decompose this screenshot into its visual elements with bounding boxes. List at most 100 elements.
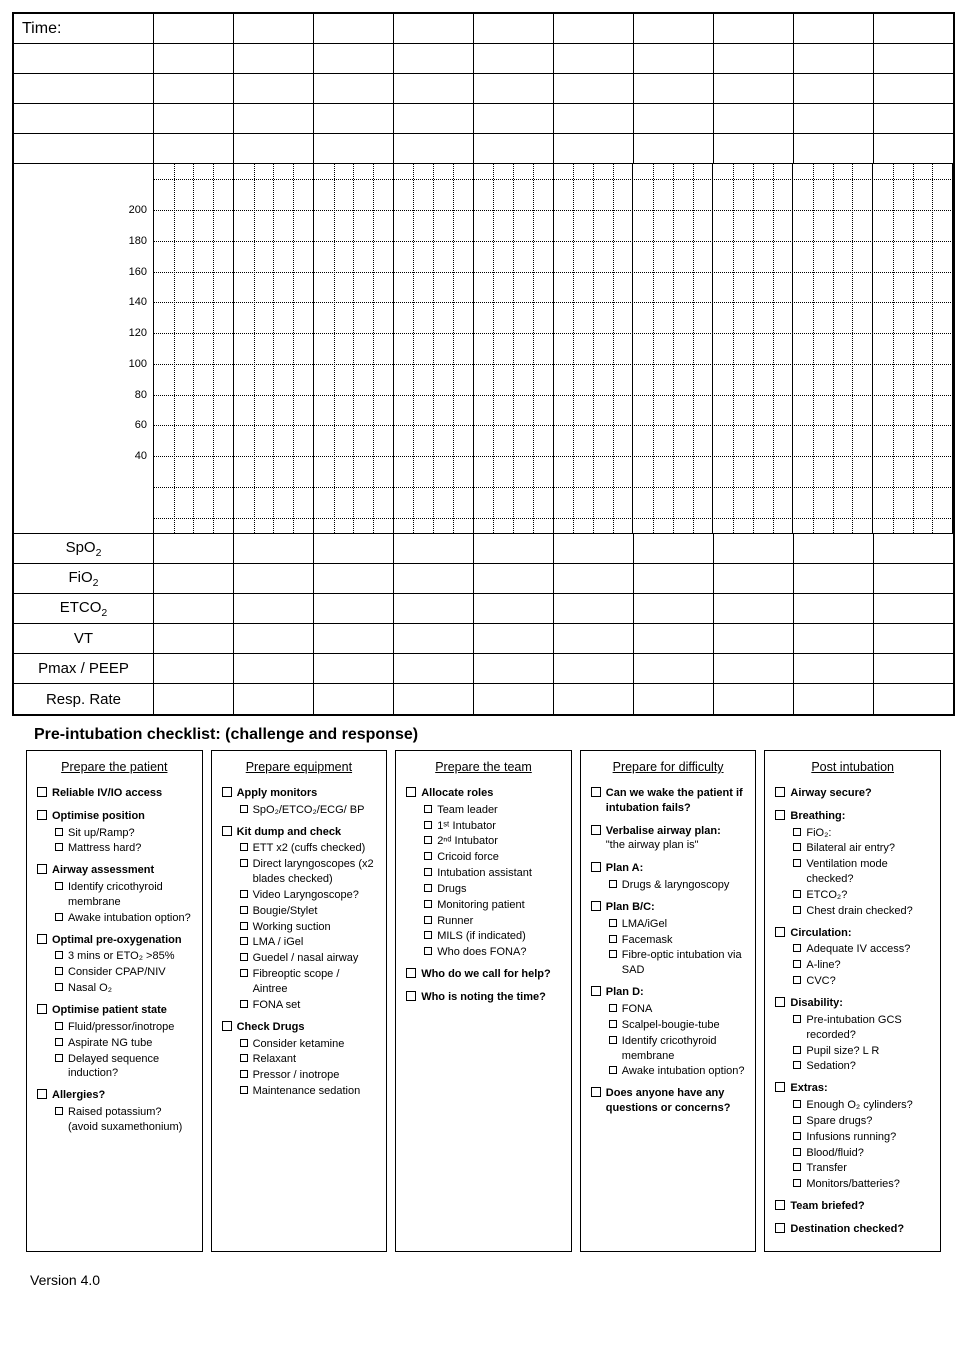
data-cell[interactable]: [154, 74, 234, 103]
checkbox-item[interactable]: Intubation assistant: [424, 866, 561, 881]
checkbox-item[interactable]: Drugs & laryngoscopy: [609, 878, 746, 893]
data-cell[interactable]: [714, 534, 794, 563]
checkbox-item[interactable]: Consider ketamine: [240, 1037, 377, 1052]
checkbox-item[interactable]: Apply monitors: [222, 786, 377, 801]
checkbox-item[interactable]: Circulation:: [775, 926, 930, 941]
data-cell[interactable]: [474, 624, 554, 653]
data-cell[interactable]: [474, 134, 554, 163]
data-cell[interactable]: [714, 684, 794, 714]
data-cell[interactable]: [714, 74, 794, 103]
checkbox-item[interactable]: Bougie/Stylet: [240, 904, 377, 919]
data-cell[interactable]: [874, 14, 953, 43]
data-cell[interactable]: [234, 534, 314, 563]
data-cell[interactable]: [634, 684, 714, 714]
data-cell[interactable]: [874, 44, 953, 73]
data-cell[interactable]: [874, 594, 953, 623]
checkbox-item[interactable]: ETT x2 (cuffs checked): [240, 841, 377, 856]
data-cell[interactable]: [794, 134, 874, 163]
data-cell[interactable]: [394, 534, 474, 563]
checkbox-item[interactable]: Pre-intubation GCS recorded?: [793, 1013, 930, 1043]
checkbox-item[interactable]: 1ˢᵗ Intubator: [424, 819, 561, 834]
data-cell[interactable]: [474, 14, 554, 43]
data-cell[interactable]: [634, 134, 714, 163]
data-cell[interactable]: [634, 564, 714, 593]
data-cell[interactable]: [874, 624, 953, 653]
checkbox-item[interactable]: Identify cricothyroid membrane: [55, 880, 192, 910]
data-cell[interactable]: [874, 134, 953, 163]
data-cell[interactable]: [154, 594, 234, 623]
data-cell[interactable]: [154, 654, 234, 683]
data-cell[interactable]: [714, 134, 794, 163]
data-cell[interactable]: [314, 534, 394, 563]
data-cell[interactable]: [554, 104, 634, 133]
checkbox-item[interactable]: A-line?: [793, 958, 930, 973]
checkbox-item[interactable]: Optimise position: [37, 809, 192, 824]
data-cell[interactable]: [314, 564, 394, 593]
data-cell[interactable]: [154, 534, 234, 563]
data-cell[interactable]: [314, 654, 394, 683]
data-cell[interactable]: [714, 14, 794, 43]
data-cell[interactable]: [474, 594, 554, 623]
checkbox-item[interactable]: Who do we call for help?: [406, 967, 561, 982]
data-cell[interactable]: [874, 74, 953, 103]
checkbox-item[interactable]: Pressor / inotrope: [240, 1068, 377, 1083]
checkbox-item[interactable]: LMA/iGel: [609, 917, 746, 932]
data-cell[interactable]: [634, 74, 714, 103]
checkbox-item[interactable]: Working suction: [240, 920, 377, 935]
checkbox-item[interactable]: Sedation?: [793, 1059, 930, 1074]
checkbox-item[interactable]: 2ⁿᵈ Intubator: [424, 834, 561, 849]
checkbox-item[interactable]: Fibreoptic scope / Aintree: [240, 967, 377, 997]
data-cell[interactable]: [874, 534, 953, 563]
checkbox-item[interactable]: 3 mins or ETO₂ >85%: [55, 949, 192, 964]
data-cell[interactable]: [394, 564, 474, 593]
checkbox-item[interactable]: Aspirate NG tube: [55, 1036, 192, 1051]
checkbox-item[interactable]: Verbalise airway plan:"the airway plan i…: [591, 824, 746, 854]
checkbox-item[interactable]: Direct laryngoscopes (x2 blades checked): [240, 857, 377, 887]
checkbox-item[interactable]: Relaxant: [240, 1052, 377, 1067]
checkbox-item[interactable]: Sit up/Ramp?: [55, 826, 192, 841]
data-cell[interactable]: [554, 594, 634, 623]
data-cell[interactable]: [234, 134, 314, 163]
checkbox-item[interactable]: Fibre-optic intubation via SAD: [609, 948, 746, 978]
checkbox-item[interactable]: Transfer: [793, 1161, 930, 1176]
checkbox-item[interactable]: Facemask: [609, 933, 746, 948]
data-cell[interactable]: [394, 134, 474, 163]
checkbox-item[interactable]: Destination checked?: [775, 1222, 930, 1237]
data-cell[interactable]: [634, 624, 714, 653]
checkbox-item[interactable]: Spare drugs?: [793, 1114, 930, 1129]
data-cell[interactable]: [234, 684, 314, 714]
checkbox-item[interactable]: CVC?: [793, 974, 930, 989]
checkbox-item[interactable]: FONA: [609, 1002, 746, 1017]
checkbox-item[interactable]: Team leader: [424, 803, 561, 818]
checkbox-item[interactable]: Breathing:: [775, 809, 930, 824]
data-cell[interactable]: [314, 104, 394, 133]
data-cell[interactable]: [234, 14, 314, 43]
data-cell[interactable]: [554, 14, 634, 43]
data-cell[interactable]: [154, 134, 234, 163]
data-cell[interactable]: [794, 684, 874, 714]
checkbox-item[interactable]: Blood/fluid?: [793, 1146, 930, 1161]
data-cell[interactable]: [714, 564, 794, 593]
checkbox-item[interactable]: ETCO₂?: [793, 888, 930, 903]
data-cell[interactable]: [154, 684, 234, 714]
checkbox-item[interactable]: LMA / iGel: [240, 935, 377, 950]
data-cell[interactable]: [554, 624, 634, 653]
checkbox-item[interactable]: FONA set: [240, 998, 377, 1013]
data-cell[interactable]: [554, 74, 634, 103]
data-cell[interactable]: [314, 74, 394, 103]
checkbox-item[interactable]: Check Drugs: [222, 1020, 377, 1035]
data-cell[interactable]: [474, 74, 554, 103]
data-cell[interactable]: [554, 44, 634, 73]
data-cell[interactable]: [154, 624, 234, 653]
data-cell[interactable]: [634, 654, 714, 683]
checkbox-item[interactable]: Cricoid force: [424, 850, 561, 865]
checkbox-item[interactable]: Who is noting the time?: [406, 990, 561, 1005]
data-cell[interactable]: [714, 654, 794, 683]
data-cell[interactable]: [394, 624, 474, 653]
data-cell[interactable]: [794, 74, 874, 103]
checkbox-item[interactable]: Nasal O₂: [55, 981, 192, 996]
data-cell[interactable]: [794, 624, 874, 653]
data-cell[interactable]: [634, 44, 714, 73]
data-cell[interactable]: [714, 104, 794, 133]
data-cell[interactable]: [394, 104, 474, 133]
